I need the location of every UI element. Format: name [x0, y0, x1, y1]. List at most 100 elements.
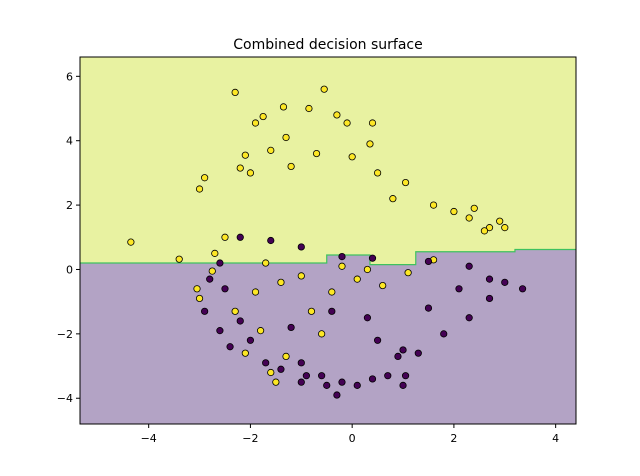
data-point: [195, 294, 204, 303]
y-tick-label: 2: [66, 199, 73, 212]
data-point: [401, 372, 410, 380]
data-point: [307, 307, 316, 315]
data-point: [297, 272, 305, 280]
data-point: [287, 162, 295, 171]
data-point: [414, 349, 422, 357]
class0-region: [80, 249, 576, 424]
data-point: [328, 288, 336, 296]
data-point: [480, 227, 489, 235]
data-point: [282, 352, 290, 360]
data-point: [251, 119, 260, 127]
data-point: [221, 233, 229, 241]
data-point: [333, 111, 341, 119]
data-point: [201, 174, 209, 182]
data-point: [440, 330, 448, 338]
data-point: [470, 204, 478, 212]
data-point: [399, 346, 407, 354]
data-point: [246, 336, 255, 344]
data-point: [363, 265, 372, 274]
data-point: [226, 343, 234, 351]
data-point: [272, 378, 280, 386]
data-point: [401, 178, 410, 187]
data-point: [231, 307, 239, 315]
data-point: [338, 378, 346, 386]
data-point: [127, 238, 135, 246]
data-point: [465, 314, 473, 322]
data-point: [206, 275, 214, 283]
data-point: [318, 330, 326, 338]
data-point: [353, 275, 361, 283]
data-point: [193, 285, 201, 293]
data-point: [373, 336, 382, 344]
y-tick-label: −2: [57, 328, 73, 341]
data-point: [287, 323, 295, 332]
data-point: [195, 185, 204, 193]
data-point: [262, 359, 270, 367]
data-point: [429, 201, 438, 209]
data-point: [246, 169, 255, 177]
data-point: [231, 88, 239, 97]
plot-area: [80, 57, 576, 424]
data-point: [236, 317, 244, 325]
data-point: [312, 149, 321, 158]
data-point: [256, 327, 265, 335]
y-tick-label: 0: [66, 263, 73, 276]
data-point: [175, 255, 183, 263]
data-point: [320, 85, 328, 93]
x-tick-label: −2: [242, 432, 258, 445]
boundary-line: [80, 248, 576, 266]
axes-frame: [79, 56, 577, 425]
data-point: [297, 359, 305, 367]
data-point: [465, 214, 473, 222]
data-point: [236, 233, 244, 241]
data-point: [404, 269, 412, 277]
data-point: [241, 151, 249, 159]
data-point: [389, 195, 397, 203]
axes: −4 −2 0 2 4 −4 −2 0 2 4 6: [57, 56, 577, 445]
data-point: [373, 169, 382, 177]
data-point: [465, 262, 473, 270]
data-point: [267, 368, 275, 377]
data-point: [305, 104, 313, 113]
data-point: [262, 259, 270, 267]
data-point: [485, 294, 494, 303]
x-tick-label: 2: [450, 432, 457, 445]
data-point: [450, 207, 458, 216]
data-point: [501, 278, 509, 286]
data-point: [338, 252, 346, 261]
data-point: [485, 224, 494, 232]
data-point: [216, 327, 224, 335]
data-point: [282, 133, 290, 142]
data-point: [368, 119, 377, 127]
data-point: [379, 281, 387, 290]
data-point: [338, 262, 346, 270]
data-point: [251, 288, 260, 296]
data-point: [518, 285, 527, 293]
data-point: [496, 217, 504, 225]
data-point: [241, 349, 249, 357]
data-point: [211, 249, 219, 257]
data-point: [368, 375, 377, 383]
data-point: [318, 372, 326, 380]
data-point: [297, 243, 305, 251]
y-tick-label: 6: [66, 70, 73, 83]
data-point: [399, 381, 407, 389]
x-tick-label: 4: [552, 432, 559, 445]
data-point: [236, 164, 244, 172]
data-points: [127, 85, 527, 399]
data-point: [485, 275, 494, 283]
data-point: [267, 236, 275, 245]
data-point: [424, 257, 433, 266]
y-tick-label: 4: [66, 135, 73, 148]
data-point: [277, 365, 285, 373]
decision-boundaries: [80, 248, 576, 266]
x-tick-label: −4: [141, 432, 157, 445]
data-point: [353, 381, 361, 389]
data-point: [368, 254, 377, 262]
data-point: [323, 381, 331, 389]
data-point: [208, 267, 216, 275]
data-point: [333, 391, 341, 399]
data-point: [277, 278, 285, 286]
data-point: [297, 378, 305, 386]
